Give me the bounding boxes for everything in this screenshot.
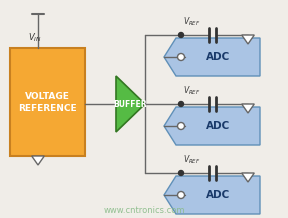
Text: $V_{REF}$: $V_{REF}$ [183,16,200,28]
Polygon shape [164,176,260,214]
Polygon shape [242,104,254,113]
Polygon shape [242,173,254,182]
Polygon shape [164,107,260,145]
Circle shape [179,32,183,37]
Text: REFERENCE: REFERENCE [18,104,77,112]
Circle shape [177,53,185,61]
Text: $V_{REF}$: $V_{REF}$ [183,85,200,97]
Polygon shape [242,35,254,44]
Text: ADC: ADC [206,190,230,200]
Text: $V_{IN}$: $V_{IN}$ [28,32,42,44]
Text: $V_{REF}$: $V_{REF}$ [183,154,200,166]
Text: ADC: ADC [206,121,230,131]
Circle shape [177,191,185,199]
Polygon shape [116,76,145,132]
Text: VOLTAGE: VOLTAGE [25,92,70,100]
Text: www.cntronics.com: www.cntronics.com [103,206,185,215]
Text: ADC: ADC [206,52,230,62]
FancyBboxPatch shape [10,48,85,156]
Circle shape [179,170,183,175]
Text: BUFFER: BUFFER [114,99,147,109]
Circle shape [177,123,185,129]
Circle shape [179,102,183,107]
Polygon shape [164,38,260,76]
Polygon shape [32,156,44,165]
